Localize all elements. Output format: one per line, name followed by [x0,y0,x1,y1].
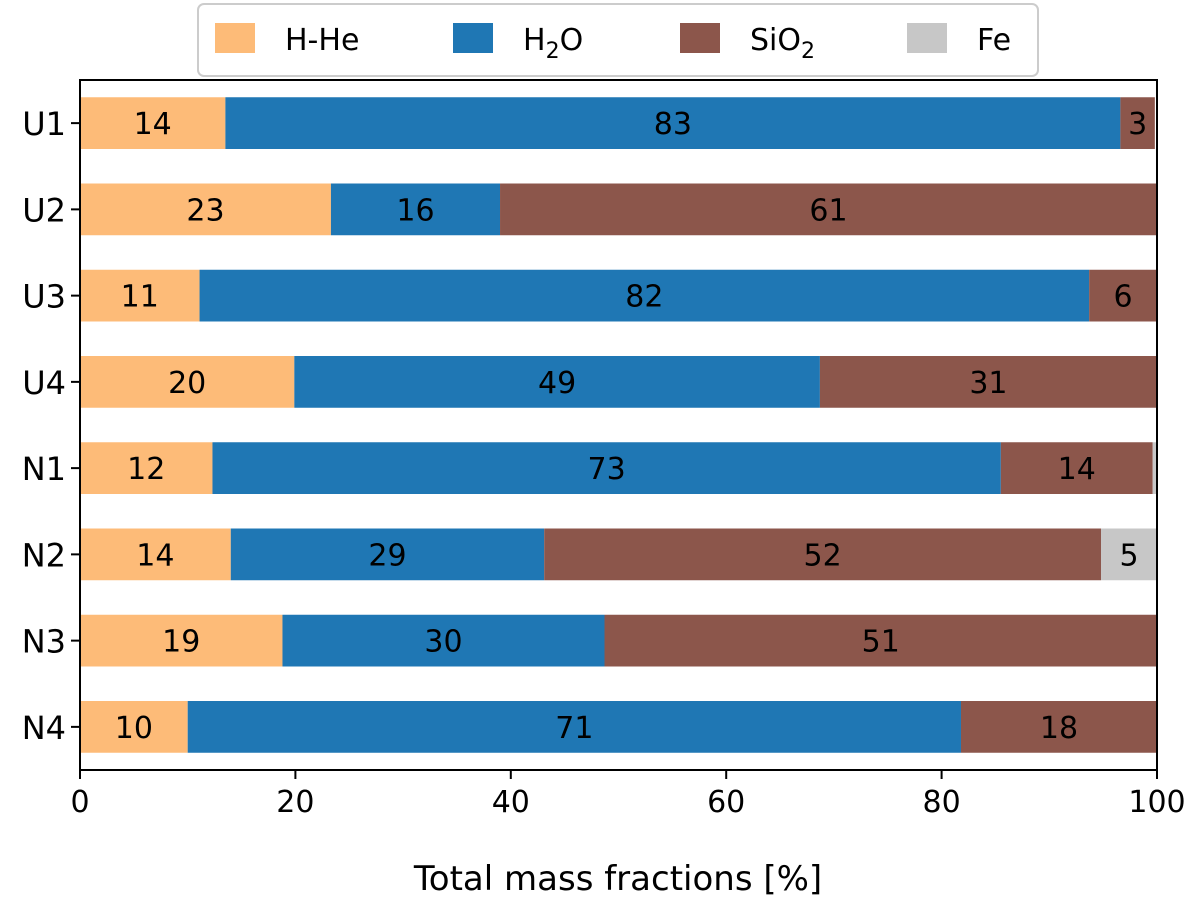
data-label-U2-H-He: 23 [186,193,224,228]
data-label-N3-H2O: 30 [424,625,462,660]
data-label-U1-SiO2: 3 [1128,107,1147,142]
data-label-N1-SiO2: 14 [1058,452,1096,487]
data-label-N1-H2O: 73 [588,452,626,487]
plot-frame [79,79,1158,771]
bar-N3-H2O [282,614,605,667]
data-label-N2-H-He: 14 [136,538,174,573]
data-label-N2-Fe: 5 [1119,538,1138,573]
bar-U4-H-He [80,356,295,408]
data-label-N3-SiO2: 51 [862,625,900,660]
data-label-U1-H-He: 14 [134,107,172,142]
data-label-U4-H-He: 20 [168,366,206,401]
bar-N4-H-He [80,701,188,753]
data-label-N1-H-He: 12 [127,452,165,487]
legend-label-SiO2: SiO2 [750,23,815,64]
x-tick-label: 60 [707,785,745,820]
y-axis: U1 U2 U3 U4 N1 N2 N3 N4 [22,105,80,747]
y-tick-label-N3: N3 [22,623,66,661]
bar-N4-SiO2 [960,701,1157,753]
y-tick-label-N2: N2 [22,536,66,574]
bar-U1-H-He [80,97,226,149]
x-tick-label: 80 [923,785,961,820]
y-tick-label-U3: U3 [22,278,66,316]
bar-U3-H-He [80,269,200,322]
bar-N2-SiO2 [544,528,1101,581]
data-label-N4-SiO2: 18 [1040,711,1078,746]
data-label-N3-H-He: 19 [162,625,200,660]
data-label-U2-SiO2: 61 [809,193,847,228]
legend-swatch-SiO2 [680,23,720,53]
data-label-U3-H-He: 11 [121,280,159,315]
bar-N1-H-He [80,442,213,494]
data-label-N2-SiO2: 52 [803,538,841,573]
bar-U3-SiO2 [1089,269,1157,322]
y-tick-label-U1: U1 [22,105,66,143]
legend-label-H-He: H-He [285,23,359,58]
bars: 14 83 3 23 16 61 11 82 6 20 49 31 12 73 14 14 29 52 5 19 30 5… [80,97,1157,753]
bar-U1-H2O [225,97,1121,149]
data-label-N4-H2O: 71 [555,711,593,746]
legend-swatch-H-He [215,23,255,53]
x-tick-label: 100 [1128,785,1185,820]
bar-N4-H2O [187,701,961,753]
x-tick-label: 0 [70,785,89,820]
bar-U2-SiO2 [500,183,1157,236]
bar-U2-H-He [80,183,331,236]
bar-N3-SiO2 [604,614,1157,667]
y-tick-label-U2: U2 [22,191,66,229]
bar-N1-H2O [212,442,1001,494]
y-tick-label-N4: N4 [22,709,66,747]
data-label-U2-H2O: 16 [396,193,434,228]
bar-N2-H2O [230,528,545,581]
data-label-U3-H2O: 82 [625,280,663,315]
legend-box [197,3,1039,77]
plot-border [79,79,1158,771]
data-label-N4-H-He: 10 [115,711,153,746]
bar-N1-Fe [1152,442,1157,494]
bar-N1-SiO2 [1000,442,1153,494]
x-axis: 0 20 40 60 80 100 [70,770,1186,820]
bar-N2-H-He [80,528,231,581]
data-label-U4-SiO2: 31 [969,366,1007,401]
data-label-U1-H2O: 83 [654,107,692,142]
data-label-U4-H2O: 49 [538,366,576,401]
legend-label-Fe: Fe [977,23,1011,58]
x-axis-label: Total mass fractions [%] [413,859,822,899]
x-tick-label: 20 [276,785,314,820]
y-tick-label-N1: N1 [22,450,66,488]
legend-swatch-H2O [453,23,493,53]
bar-N2-Fe [1100,528,1157,581]
y-tick-label-U4: U4 [22,364,66,402]
bar-U4-SiO2 [819,356,1157,408]
bar-N3-H-He [80,614,283,667]
legend-swatch-Fe [907,23,947,53]
data-label-U3-SiO2: 6 [1114,280,1133,315]
bar-U1-SiO2 [1120,97,1155,149]
data-label-N2-H2O: 29 [368,538,406,573]
bar-U4-H2O [294,356,820,408]
bar-U3-H2O [199,269,1090,322]
bar-U2-H2O [330,183,501,236]
x-tick-label: 40 [492,785,530,820]
legend: H-He H2O SiO2 Fe [197,3,1039,77]
